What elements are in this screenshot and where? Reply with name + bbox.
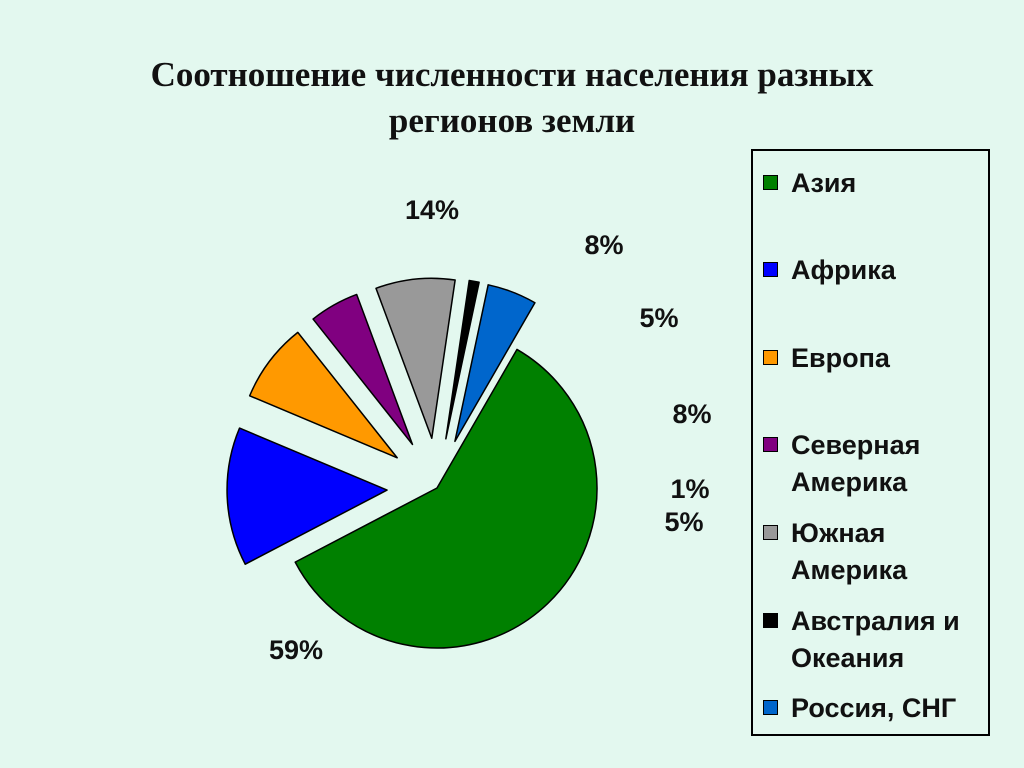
legend-label-australia-oceania-line-1: Австралия и [791,606,960,636]
pie-slice-africa [226,427,388,565]
legend-swatch-north-america [763,437,778,452]
legend-label-asia: Азия [791,168,857,198]
legend-label-north-america-line-1: Северная [791,430,921,460]
legend-swatch-south-america [763,525,778,540]
data-label-russia-cis: 5% [664,507,703,537]
data-label-asia: 59% [269,635,323,665]
chart-title-line-2: регионов земли [388,101,636,140]
pie-slice-asia [294,348,598,649]
data-label-south-america: 8% [672,399,711,429]
pie-slice-south-america [375,277,456,440]
chart-title: Соотношение численности населения разных… [40,52,984,144]
legend-label-africa: Африка [791,255,896,285]
legend-label-north-america-line-2: Америка [791,467,908,497]
legend-label-europe: Европа [791,343,890,373]
legend-swatch-africa [763,262,778,277]
legend-swatch-australia-oceania [763,613,778,628]
pie-chart: 59%14%8%5%8%1%5% [226,195,712,665]
legend-label-australia-oceania-line-2: Океания [791,643,905,673]
chart-legend: Азия Африка Европа Северная Америка Южна… [751,149,990,736]
chart-title-line-1: Соотношение численности населения разных [150,55,874,94]
data-label-europe: 8% [584,230,623,260]
pie-slice-australia-oceania [445,279,480,440]
pie-slice-north-america [312,293,414,446]
legend-swatch-russia-cis [763,700,778,715]
data-label-north-america: 5% [639,303,678,333]
legend-swatch-asia [763,175,778,190]
pie-slice-russia-cis [454,284,536,443]
legend-label-south-america-line-2: Америка [791,555,908,585]
legend-label-south-america-line-1: Южная [791,518,886,548]
data-label-australia-oceania: 1% [670,474,709,504]
legend-swatch-europe [763,350,778,365]
legend-label-russia-cis: Россия, СНГ [791,693,957,723]
pie-slice-europe [248,331,398,459]
data-label-africa: 14% [405,195,459,225]
